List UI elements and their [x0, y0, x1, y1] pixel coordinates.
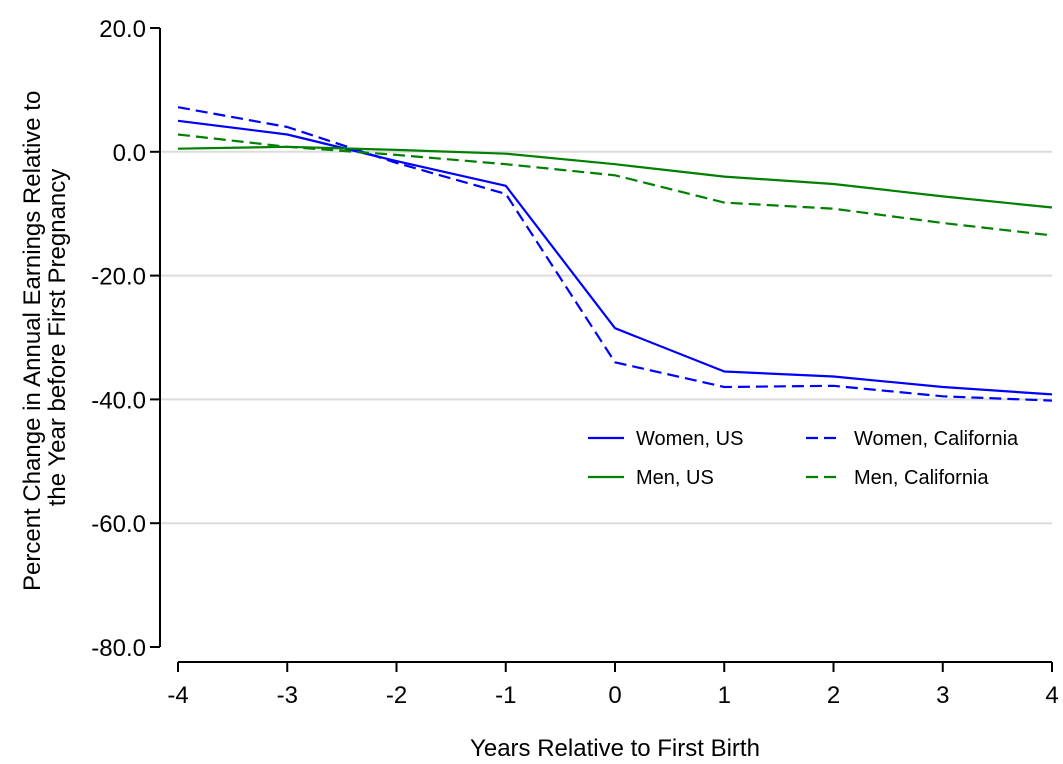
x-tick-label: -4 [167, 682, 188, 709]
series-line-2 [177, 145, 1053, 209]
x-tick-label: -3 [277, 682, 298, 709]
y-axis-label-line-1: Percent Change in Annual Earnings Relati… [19, 91, 46, 591]
y-tick-label: 20.0 [99, 16, 146, 43]
x-tick-label: 1 [718, 682, 731, 709]
series-line-1 [177, 106, 1053, 402]
x-tick-label: 2 [827, 682, 840, 709]
legend-label: Women, California [854, 428, 1019, 450]
x-tick-label: 4 [1045, 682, 1058, 709]
series-line-0 [177, 119, 1053, 396]
x-tick-label: 0 [608, 682, 621, 709]
y-tick-label: -60.0 [91, 511, 146, 538]
x-axis-label: Years Relative to First Birth [470, 735, 760, 762]
y-axis-label-line-2: the Year before First Pregnancy [44, 169, 71, 507]
axes: 20.0 0.0 -20.0 -40.0 -60.0 -80.0 -4 -3 -2 -1 0 1 2 3 4 [91, 16, 1058, 709]
legend-label: Men, California [854, 467, 989, 489]
series-line-3 [177, 133, 1053, 237]
y-axis-label: Percent Change in Annual Earnings Relati… [19, 84, 71, 591]
y-tick-label: -80.0 [91, 635, 146, 662]
y-tick-label: -40.0 [91, 387, 146, 414]
y-tick-label: 0.0 [113, 140, 146, 167]
x-tick-label: 3 [936, 682, 949, 709]
x-tick-label: -2 [386, 682, 407, 709]
x-tick-label: -1 [495, 682, 516, 709]
legend-label: Men, US [636, 467, 714, 489]
legend: Women, US Women, California Men, US Men, Ca… [588, 428, 1019, 489]
gridlines [160, 150, 1052, 525]
y-tick-label: -20.0 [91, 264, 146, 291]
series-lines [177, 106, 1053, 402]
legend-label: Women, US [636, 428, 743, 450]
